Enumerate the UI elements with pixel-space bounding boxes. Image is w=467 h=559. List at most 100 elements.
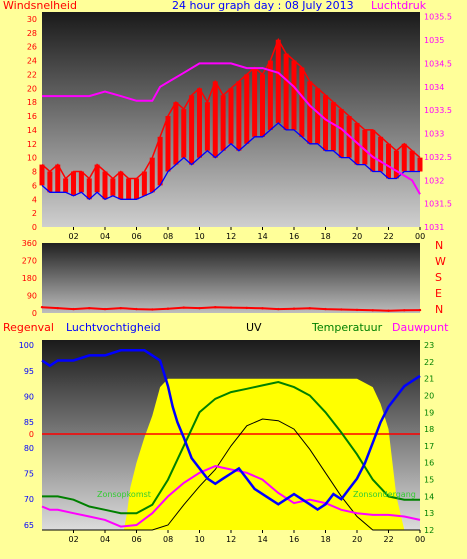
wind-direction-point xyxy=(245,306,248,310)
rain-label: Regenval xyxy=(3,321,54,334)
wind-average-line xyxy=(41,122,420,201)
climate-x-tick-label: 12 xyxy=(226,535,236,544)
humidity-y-tick-label: 80 xyxy=(24,444,34,453)
rain-value-label: 0 xyxy=(29,430,34,439)
wind-y-tick-label: 20 xyxy=(27,84,37,93)
dewpoint-line xyxy=(41,465,421,528)
wind-y-tick-label: 0 xyxy=(32,223,37,232)
wind-y-tick-label: 26 xyxy=(27,43,37,52)
compass-label: N xyxy=(435,239,443,252)
wind-y-tick-label: 14 xyxy=(27,126,37,135)
wind-gust-line xyxy=(41,37,421,180)
wind-gust-bar xyxy=(338,109,344,158)
wind-gust-bar xyxy=(141,171,147,196)
wind-y-tick-label: 30 xyxy=(27,15,37,24)
wind-gust-bar xyxy=(149,157,155,193)
wind-gust-bar xyxy=(78,171,84,193)
pressure-y-tick-label: 1034 xyxy=(424,83,444,92)
wind-gust-bar xyxy=(323,95,328,151)
wind-gust-bar xyxy=(378,136,384,172)
wind-x-tick-label: 14 xyxy=(258,232,268,241)
pressure-y-tick-label: 1034.5 xyxy=(424,59,452,68)
wind-direction-point xyxy=(403,309,406,312)
wind-gust-bar xyxy=(110,178,116,196)
uv-line xyxy=(42,418,420,531)
wind-x-tick-label: 10 xyxy=(195,232,205,241)
wind-x-tick-label: 00 xyxy=(415,232,425,241)
wind-gust-bar xyxy=(315,88,321,144)
wind-gust-bar xyxy=(173,102,179,165)
wind-gust-bar xyxy=(307,81,313,144)
wind-direction-point xyxy=(355,308,359,312)
wind-gust-bar xyxy=(244,74,250,144)
wind-y-tick-label: 8 xyxy=(32,168,37,177)
wind-gust-bar xyxy=(393,150,399,179)
humidity-y-tick-label: 90 xyxy=(24,392,34,401)
direction-panel-background xyxy=(42,243,420,313)
humidity-y-tick-label: 95 xyxy=(24,367,34,376)
pressure-y-tick-label: 1035 xyxy=(424,36,444,45)
wind-y-tick-label: 28 xyxy=(27,29,37,38)
humidity-y-tick-label: 85 xyxy=(24,418,34,427)
wind-direction-point xyxy=(418,308,422,312)
humidity-y-tick-label: 75 xyxy=(24,470,34,479)
wind-direction-point xyxy=(214,305,217,309)
wind-gust-bar xyxy=(236,81,242,151)
wind-x-tick-label: 12 xyxy=(226,232,236,241)
compass-label: W xyxy=(435,255,446,268)
pressure-y-tick-label: 1032 xyxy=(424,176,444,185)
temperature-y-tick-label: 16 xyxy=(424,459,434,468)
temperature-y-tick-label: 19 xyxy=(424,408,434,417)
chart-title: 24 hour graph day : 08 July 2013 xyxy=(172,0,354,12)
wind-gust-bar xyxy=(370,129,376,172)
wind-direction-point xyxy=(88,306,91,310)
wind-direction-point xyxy=(277,307,280,311)
direction-y-tick-label: 360 xyxy=(22,239,37,248)
wind-direction-point xyxy=(261,307,264,310)
wind-gust-bar xyxy=(94,164,100,193)
uv-label: UV xyxy=(246,321,262,334)
wind-direction-point xyxy=(229,306,233,309)
climate-x-tick-label: 08 xyxy=(163,535,173,544)
wind-direction-point xyxy=(292,307,296,310)
wind-gust-bar xyxy=(63,178,69,193)
pressure-y-tick-label: 1033.5 xyxy=(424,106,452,115)
wind-gust-bar xyxy=(181,109,187,158)
temperature-label: Temperatuur xyxy=(311,321,383,334)
climate-x-tick-label: 14 xyxy=(258,535,268,544)
temperature-y-tick-label: 20 xyxy=(424,391,434,400)
wind-y-tick-label: 22 xyxy=(27,70,37,79)
wind-direction-point xyxy=(119,306,122,310)
climate-x-tick-label: 06 xyxy=(132,535,142,544)
direction-y-tick-label: 270 xyxy=(22,257,37,266)
direction-y-tick-label: 0 xyxy=(32,309,37,318)
wind-gust-bar xyxy=(39,164,45,186)
wind-y-tick-label: 10 xyxy=(27,154,37,163)
wind-x-tick-label: 04 xyxy=(100,232,110,241)
climate-x-tick-label: 00 xyxy=(415,535,425,544)
wind-gust-bar xyxy=(134,178,139,200)
wind-y-tick-label: 6 xyxy=(32,181,37,190)
wind-x-tick-label: 02 xyxy=(69,232,79,241)
compass-label: N xyxy=(435,303,443,316)
wind-direction-point xyxy=(56,306,59,310)
climate-x-tick-label: 22 xyxy=(384,535,394,544)
wind-gust-bar xyxy=(299,67,305,137)
wind-gust-bar xyxy=(204,102,210,151)
temperature-y-tick-label: 18 xyxy=(424,425,434,434)
wind-gust-bar xyxy=(267,60,273,130)
temperature-y-tick-label: 12 xyxy=(424,526,434,535)
wind-gust-bar xyxy=(417,157,423,172)
wind-x-tick-label: 16 xyxy=(289,232,299,241)
wind-gust-bar xyxy=(291,60,297,130)
wind-y-tick-label: 16 xyxy=(27,112,37,121)
compass-label: S xyxy=(435,271,442,284)
wind-y-tick-label: 12 xyxy=(27,140,37,149)
humidity-line xyxy=(41,349,421,511)
wind-gust-bar xyxy=(102,171,108,200)
climate-x-tick-label: 02 xyxy=(69,535,79,544)
wind-direction-point xyxy=(324,307,327,311)
temperature-y-tick-label: 23 xyxy=(424,341,434,350)
